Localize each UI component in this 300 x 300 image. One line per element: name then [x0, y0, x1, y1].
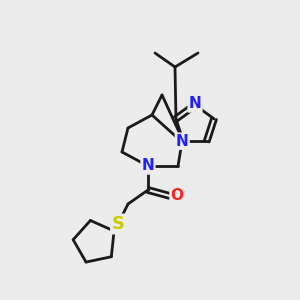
Text: N: N: [142, 158, 154, 173]
Text: O: O: [170, 188, 184, 202]
Text: N: N: [189, 97, 201, 112]
Text: N: N: [176, 134, 189, 149]
Text: S: S: [112, 215, 124, 233]
